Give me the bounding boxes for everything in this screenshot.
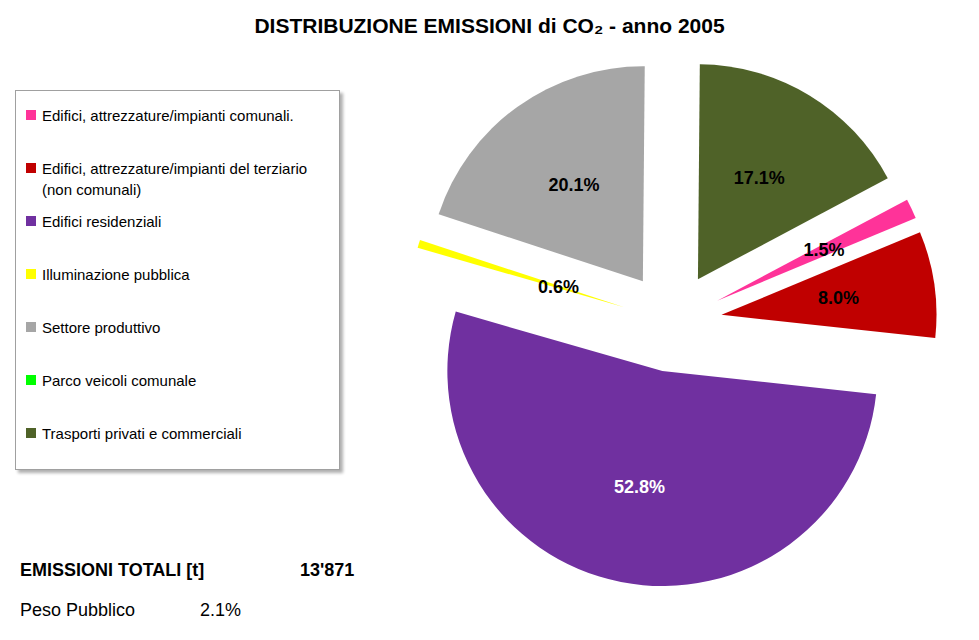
title: DISTRIBUZIONE EMISSIONI di CO₂ - anno 20… bbox=[0, 14, 979, 38]
legend-swatch bbox=[26, 428, 36, 438]
legend-label: Edifici residenziali bbox=[42, 211, 327, 232]
slice bbox=[698, 64, 888, 279]
data-label: 52.8% bbox=[614, 477, 665, 497]
slices bbox=[418, 57, 937, 586]
legend-swatch bbox=[26, 216, 36, 226]
legend-label: Trasporti privati e commerciali bbox=[42, 423, 327, 444]
legend: Edifici, attrezzature/impianti comunali.… bbox=[15, 90, 340, 470]
annotation-value: 2.1% bbox=[200, 600, 241, 621]
slice bbox=[439, 66, 645, 281]
legend-swatch bbox=[26, 375, 36, 385]
legend-label: Parco veicoli comunale bbox=[42, 370, 327, 391]
legend-swatch bbox=[26, 322, 36, 332]
pie-chart: 1.5% 8.0% 52.8% 0.6% 20.1% 17.1% bbox=[0, 0, 979, 640]
data-label: 17.1% bbox=[734, 168, 785, 188]
slice bbox=[672, 57, 674, 272]
annotation-value: 13'871 bbox=[300, 560, 354, 581]
data-labels: 1.5% 8.0% 52.8% 0.6% 20.1% 17.1% bbox=[538, 168, 859, 497]
legend-label: Edifici, attrezzature/impianti comunali. bbox=[42, 105, 327, 126]
legend-swatch bbox=[26, 163, 36, 173]
legend-label: Edifici, attrezzature/impianti del terzi… bbox=[42, 158, 327, 200]
legend-label: Settore produttivo bbox=[42, 317, 327, 338]
legend-swatch bbox=[26, 269, 36, 279]
slice bbox=[447, 312, 876, 586]
legend-swatch bbox=[26, 110, 36, 120]
annotation-label: EMISSIONI TOTALI [t] bbox=[20, 560, 204, 581]
annotation-label: Peso Pubblico bbox=[20, 600, 135, 621]
data-label: 1.5% bbox=[804, 240, 845, 260]
data-label: 0.6% bbox=[538, 277, 579, 297]
data-label: 8.0% bbox=[818, 288, 859, 308]
data-label: 20.1% bbox=[548, 175, 599, 195]
legend-label: Illuminazione pubblica bbox=[42, 264, 327, 285]
